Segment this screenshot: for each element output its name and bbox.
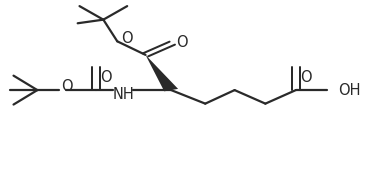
Text: O: O xyxy=(61,79,72,94)
Polygon shape xyxy=(145,55,178,91)
Text: NH: NH xyxy=(113,87,134,102)
Text: O: O xyxy=(121,31,132,46)
Text: OH: OH xyxy=(338,83,361,98)
Text: O: O xyxy=(300,70,312,85)
Text: O: O xyxy=(100,70,112,85)
Text: O: O xyxy=(176,35,188,50)
